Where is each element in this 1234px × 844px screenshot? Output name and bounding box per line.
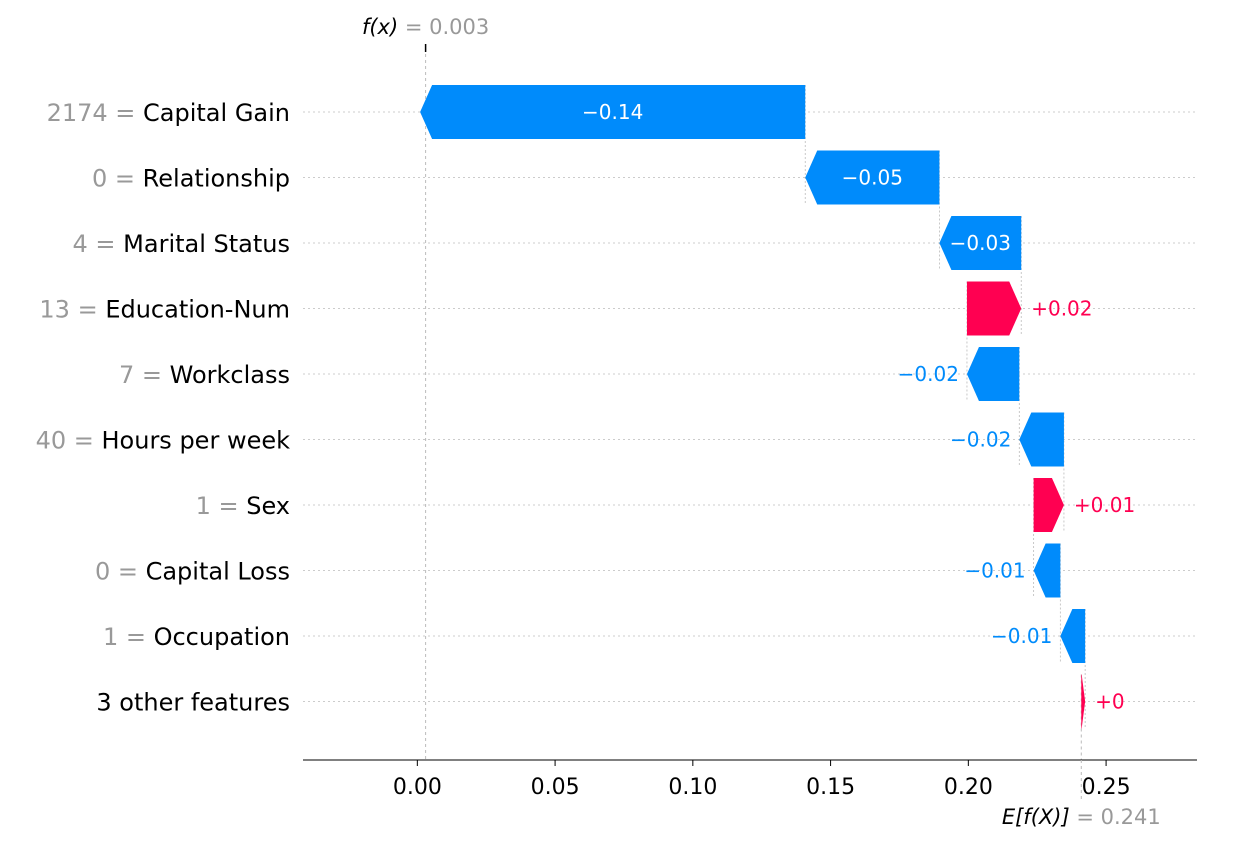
feature-label: 40 = Hours per week (36, 427, 291, 455)
positive-bar (966, 281, 1022, 336)
x-tick-label: 0.00 (393, 775, 442, 800)
negative-bar (939, 216, 1022, 270)
contribution-label: −0.01 (964, 559, 1025, 583)
feature-name: Sex (246, 492, 290, 520)
efx-annotation: E[f(X)] = 0.241 (1002, 805, 1161, 829)
feature-label: 0 = Relationship (92, 165, 290, 193)
fx-value: = 0.003 (405, 15, 489, 39)
feature-name: Marital Status (123, 230, 290, 258)
feature-value: 2174 = (47, 99, 143, 127)
x-tick-label: 0.20 (944, 775, 993, 800)
feature-label: 0 = Capital Loss (95, 558, 290, 586)
contribution-label: −0.03 (950, 231, 1011, 255)
feature-name: Capital Loss (146, 558, 290, 586)
feature-label: 4 = Marital Status (73, 230, 290, 258)
feature-name: 3 other features (96, 689, 290, 717)
contribution-label: +0.01 (1074, 493, 1135, 517)
feature-value: 0 = (92, 165, 143, 193)
feature-name: Workclass (170, 361, 290, 389)
negative-bar (420, 85, 806, 139)
contribution-label: +0.02 (1031, 297, 1092, 321)
x-tick-label: 0.10 (668, 775, 717, 800)
contribution-label: −0.02 (950, 428, 1011, 452)
efx-value: = 0.241 (1076, 805, 1160, 829)
negative-bar (805, 150, 940, 205)
contribution-label: +0 (1095, 690, 1124, 714)
fx-annotation: f(x) = 0.003 (362, 15, 489, 39)
fx-label: f(x) (362, 15, 405, 39)
feature-value: 4 = (73, 230, 124, 258)
feature-label: 1 = Sex (196, 492, 290, 520)
feature-value: 13 = (39, 296, 105, 324)
efx-label: E[f(X)] (1002, 805, 1077, 829)
contribution-label: −0.14 (582, 100, 643, 124)
contribution-label: −0.02 (898, 362, 959, 386)
feature-name: Hours per week (102, 427, 291, 455)
feature-label: 3 other features (96, 689, 290, 717)
feature-value: 7 = (119, 361, 170, 389)
feature-name: Capital Gain (143, 99, 290, 127)
negative-bar (1060, 609, 1086, 663)
feature-name: Education-Num (105, 296, 290, 324)
contribution-label: −0.05 (842, 166, 903, 190)
feature-label: 2174 = Capital Gain (47, 99, 290, 127)
feature-value: 1 = (196, 492, 247, 520)
feature-value: 40 = (36, 427, 102, 455)
feature-name: Occupation (154, 623, 290, 651)
feature-label: 7 = Workclass (119, 361, 290, 389)
negative-bar (1033, 543, 1061, 598)
x-tick-label: 0.25 (1082, 775, 1131, 800)
feature-value: 0 = (95, 558, 146, 586)
positive-bar (1081, 674, 1086, 729)
contribution-label: −0.01 (991, 624, 1052, 648)
feature-value: 1 = (103, 623, 154, 651)
feature-label: 1 = Occupation (103, 623, 290, 651)
positive-bar (1033, 478, 1064, 532)
x-tick-label: 0.05 (531, 775, 580, 800)
x-tick-label: 0.15 (806, 775, 855, 800)
negative-bar (1019, 412, 1064, 467)
feature-label: 13 = Education-Num (39, 296, 290, 324)
negative-bar (966, 347, 1020, 401)
feature-name: Relationship (143, 165, 290, 193)
